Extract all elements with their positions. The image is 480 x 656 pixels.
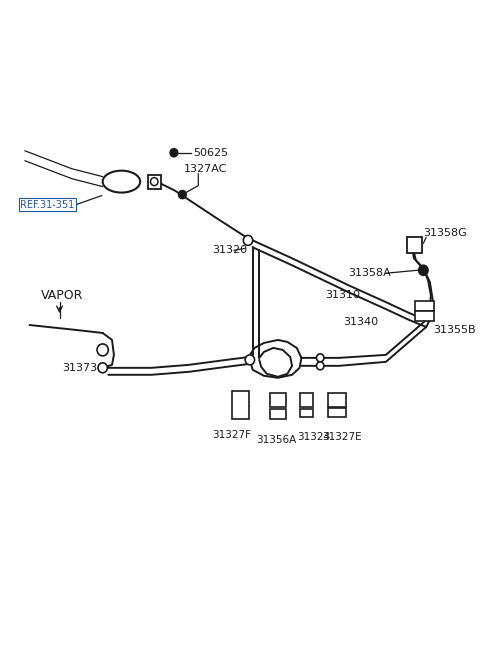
Circle shape	[170, 149, 178, 157]
Text: VAPOR: VAPOR	[41, 289, 83, 302]
Text: 31324: 31324	[297, 432, 330, 441]
Circle shape	[419, 265, 428, 276]
Circle shape	[98, 363, 108, 373]
Bar	[328, 408, 347, 417]
Text: 31340: 31340	[344, 317, 379, 327]
Circle shape	[243, 236, 252, 245]
Bar	[270, 393, 287, 407]
Bar	[232, 391, 249, 419]
Bar	[300, 393, 312, 407]
Text: 31358G: 31358G	[423, 228, 467, 238]
Bar	[328, 393, 347, 407]
Text: 31356A: 31356A	[256, 434, 297, 445]
Circle shape	[316, 362, 324, 370]
Bar	[300, 409, 312, 417]
Text: 31327F: 31327F	[212, 430, 252, 440]
Text: REF.31-351: REF.31-351	[20, 199, 74, 209]
Bar	[415, 311, 433, 321]
Circle shape	[179, 191, 186, 199]
Bar	[270, 409, 287, 419]
Bar	[415, 301, 433, 311]
Circle shape	[151, 178, 158, 186]
Ellipse shape	[103, 171, 140, 193]
Bar	[148, 174, 161, 188]
Bar	[408, 237, 422, 253]
Text: 31373: 31373	[62, 363, 97, 373]
Circle shape	[97, 344, 108, 356]
Text: 1327AC: 1327AC	[184, 164, 228, 174]
Text: 31358A: 31358A	[348, 268, 391, 278]
Circle shape	[245, 355, 254, 365]
Text: 31327E: 31327E	[322, 432, 362, 441]
Text: 31320: 31320	[212, 245, 248, 255]
Circle shape	[316, 354, 324, 362]
Text: 31310: 31310	[325, 290, 360, 300]
Text: 31355B: 31355B	[433, 325, 475, 335]
Text: 50625: 50625	[193, 148, 229, 157]
